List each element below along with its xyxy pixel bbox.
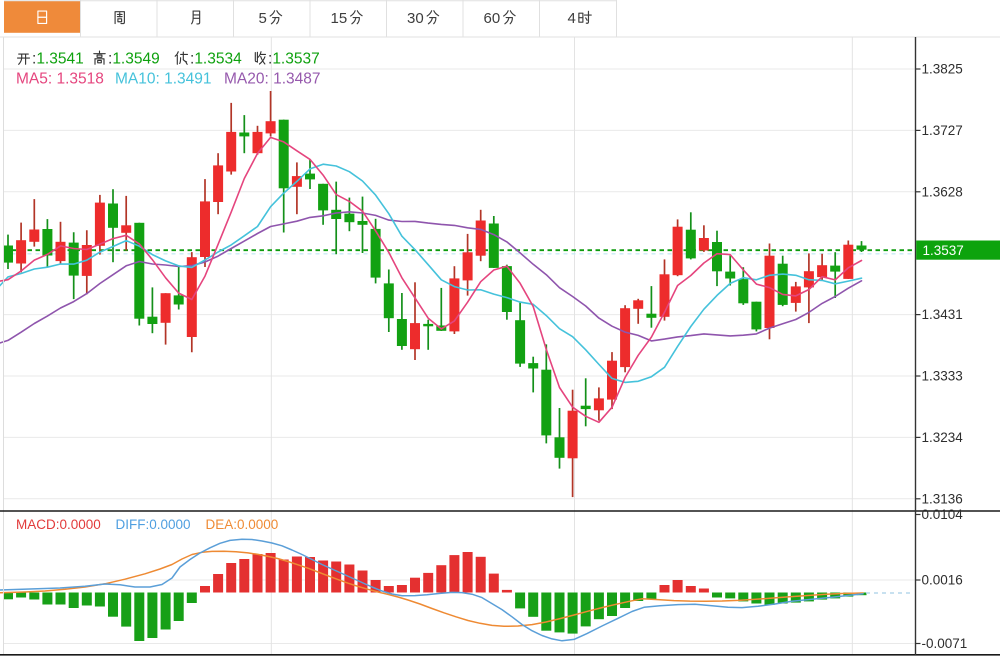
svg-text:5: 5 — [259, 10, 267, 27]
svg-text:DEA:0.0000: DEA:0.0000 — [206, 517, 279, 532]
svg-text:1.3431: 1.3431 — [922, 307, 963, 322]
svg-text:1.3537: 1.3537 — [923, 243, 964, 258]
svg-text:MA5: 1.3518: MA5: 1.3518 — [16, 71, 104, 88]
svg-text:60: 60 — [484, 10, 501, 27]
svg-text:DIFF:0.0000: DIFF:0.0000 — [116, 517, 191, 532]
svg-text:0.0104: 0.0104 — [922, 507, 964, 522]
svg-text:0.0016: 0.0016 — [922, 573, 963, 588]
svg-text:15: 15 — [331, 10, 348, 27]
svg-text:1.3333: 1.3333 — [922, 369, 963, 384]
svg-text:1.3727: 1.3727 — [922, 123, 963, 138]
svg-text::1.3541: :1.3541 — [32, 51, 84, 68]
svg-text:MACD:0.0000: MACD:0.0000 — [16, 517, 101, 532]
svg-text:1.3136: 1.3136 — [922, 491, 963, 506]
svg-text:MA10: 1.3491: MA10: 1.3491 — [115, 71, 212, 88]
svg-text::1.3549: :1.3549 — [108, 51, 160, 68]
svg-text:1.3628: 1.3628 — [922, 184, 963, 199]
svg-text:-0.0071: -0.0071 — [922, 636, 968, 651]
svg-text:4: 4 — [568, 10, 576, 27]
svg-text:1.3825: 1.3825 — [922, 62, 963, 77]
svg-text:1.3234: 1.3234 — [922, 430, 964, 445]
svg-text::1.3534: :1.3534 — [190, 51, 242, 68]
svg-text:30: 30 — [407, 10, 424, 27]
svg-text:MA20: 1.3487: MA20: 1.3487 — [224, 71, 321, 88]
svg-text::1.3537: :1.3537 — [268, 51, 320, 68]
